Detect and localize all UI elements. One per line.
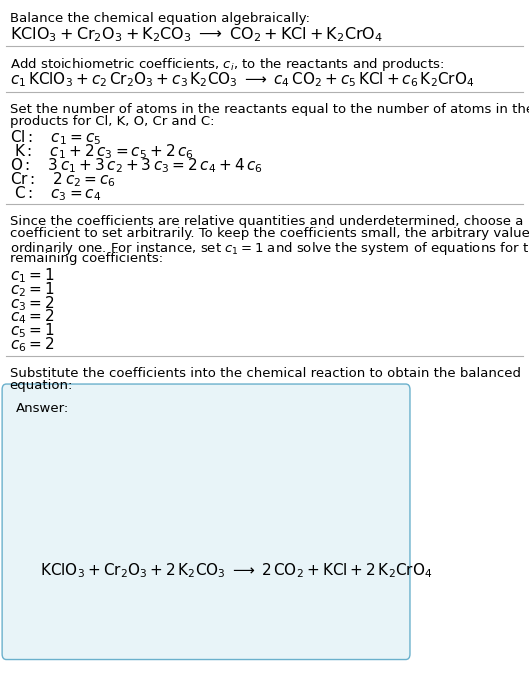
Text: $c_5 = 1$: $c_5 = 1$ bbox=[10, 322, 54, 340]
Text: $c_3 = 2$: $c_3 = 2$ bbox=[10, 294, 54, 313]
Text: $c_4 = 2$: $c_4 = 2$ bbox=[10, 308, 54, 326]
Text: $c_1\, \mathregular{KClO_3} + c_2\, \mathregular{Cr_2O_3} + c_3\, \mathregular{K: $c_1\, \mathregular{KClO_3} + c_2\, \mat… bbox=[10, 71, 474, 89]
Text: $c_2 = 1$: $c_2 = 1$ bbox=[10, 280, 54, 299]
Text: Substitute the coefficients into the chemical reaction to obtain the balanced: Substitute the coefficients into the che… bbox=[10, 367, 521, 380]
Text: Add stoichiometric coefficients, $c_i$, to the reactants and products:: Add stoichiometric coefficients, $c_i$, … bbox=[10, 56, 444, 74]
Text: $\mathregular{KClO_3 + Cr_2O_3 + 2\, K_2CO_3 \;\longrightarrow\; 2\, CO_2 + KCl : $\mathregular{KClO_3 + Cr_2O_3 + 2\, K_2… bbox=[40, 561, 432, 580]
Text: $c_1 = 1$: $c_1 = 1$ bbox=[10, 267, 54, 285]
Text: products for Cl, K, O, Cr and C:: products for Cl, K, O, Cr and C: bbox=[10, 115, 214, 128]
FancyBboxPatch shape bbox=[2, 384, 410, 660]
Text: $c_6 = 2$: $c_6 = 2$ bbox=[10, 335, 54, 354]
Text: $\mathregular{O}\mathregular{:}\quad 3\,c_1 + 3\,c_2 + 3\,c_3 = 2\,c_4 + 4\,c_6$: $\mathregular{O}\mathregular{:}\quad 3\,… bbox=[10, 156, 262, 174]
Text: equation:: equation: bbox=[10, 379, 73, 392]
Text: $\mathregular{K}\mathregular{:}\quad c_1 + 2\,c_3 = c_5 + 2\,c_6$: $\mathregular{K}\mathregular{:}\quad c_1… bbox=[14, 142, 194, 161]
Text: $\mathregular{KClO_3 + Cr_2O_3 + K_2CO_3 \;\longrightarrow\; CO_2 + KCl + K_2CrO: $\mathregular{KClO_3 + Cr_2O_3 + K_2CO_3… bbox=[10, 25, 382, 44]
Text: $\mathregular{Cl}\mathregular{:}\quad c_1 = c_5$: $\mathregular{Cl}\mathregular{:}\quad c_… bbox=[10, 128, 101, 147]
Text: coefficient to set arbitrarily. To keep the coefficients small, the arbitrary va: coefficient to set arbitrarily. To keep … bbox=[10, 227, 529, 240]
Text: $\mathregular{Cr}\mathregular{:}\quad 2\,c_2 = c_6$: $\mathregular{Cr}\mathregular{:}\quad 2\… bbox=[10, 170, 115, 189]
Text: ordinarily one. For instance, set $c_1 = 1$ and solve the system of equations fo: ordinarily one. For instance, set $c_1 =… bbox=[10, 240, 529, 257]
Text: Answer:: Answer: bbox=[16, 402, 69, 415]
Text: remaining coefficients:: remaining coefficients: bbox=[10, 252, 162, 265]
Text: $\mathregular{C}\mathregular{:}\quad c_3 = c_4$: $\mathregular{C}\mathregular{:}\quad c_3… bbox=[14, 184, 101, 203]
Text: Balance the chemical equation algebraically:: Balance the chemical equation algebraica… bbox=[10, 12, 309, 25]
Text: Set the number of atoms in the reactants equal to the number of atoms in the: Set the number of atoms in the reactants… bbox=[10, 103, 529, 116]
Text: Since the coefficients are relative quantities and underdetermined, choose a: Since the coefficients are relative quan… bbox=[10, 215, 523, 228]
